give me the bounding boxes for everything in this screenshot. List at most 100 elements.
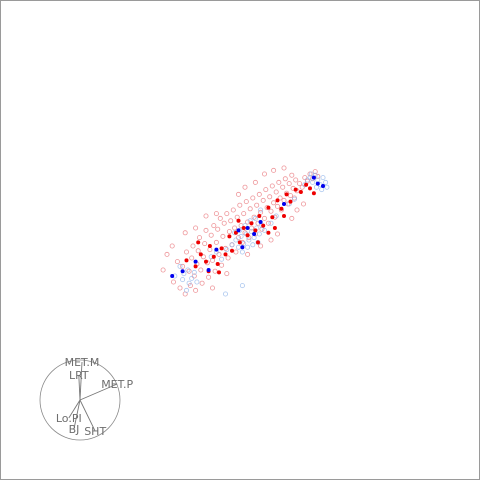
series-0-faint-point-73: [282, 198, 286, 202]
series-1-faint-point-40: [320, 188, 324, 192]
series-0-faint-point-108: [275, 232, 279, 236]
series-1-solid-point-12: [214, 248, 218, 252]
series-0-faint-point-12: [203, 242, 207, 246]
series-0-faint-point-27: [222, 221, 226, 225]
series-0-faint-point-65: [272, 201, 276, 205]
series-0-faint-point-39: [238, 203, 242, 207]
series-1-faint-point-38: [314, 185, 318, 189]
series-0-faint-point-54: [257, 192, 261, 196]
series-0-solid-point-34: [273, 226, 277, 230]
series-0-solid-point-33: [217, 270, 221, 274]
series-0-faint-point-2: [184, 250, 188, 254]
series-0-solid-point-36: [196, 240, 200, 244]
series-1-solid-point-5: [240, 245, 244, 249]
series-1-solid-point-7: [252, 232, 256, 236]
series-0-faint-point-79: [290, 173, 294, 177]
series-0-faint-point-10: [199, 268, 203, 272]
series-1-faint-point-0: [178, 264, 182, 268]
series-1-faint-point-47: [220, 257, 224, 261]
series-0-faint-point-5: [191, 244, 195, 248]
series-1-faint-point-10: [236, 245, 240, 249]
series-0-faint-point-9: [197, 236, 201, 240]
series-0-solid-point-12: [238, 240, 242, 244]
series-0-solid-point-10: [230, 249, 234, 253]
projection-axis-label-2: MET.P: [101, 378, 133, 391]
series-1-faint-point-36: [321, 176, 325, 180]
series-1-faint-point-49: [269, 221, 273, 225]
projection-axis-label-4: BJ: [69, 423, 80, 436]
series-0-faint-point-4: [190, 256, 194, 260]
series-1-solid-point-13: [259, 220, 263, 224]
series-0-faint-point-26: [221, 234, 225, 238]
series-1-faint-point-5: [195, 280, 199, 284]
series-1-faint-point-53: [240, 284, 244, 288]
series-0-solid-point-31: [266, 231, 270, 235]
series-0-faint-point-114: [262, 172, 266, 176]
series-0-faint-point-117: [269, 238, 273, 242]
series-0-solid-point-1: [194, 264, 198, 268]
series-0-faint-point-57: [261, 198, 265, 202]
series-0-faint-point-42: [242, 212, 246, 216]
series-0-faint-point-118: [295, 208, 299, 212]
series-0-faint-point-77: [287, 182, 291, 186]
series-1-faint-point-3: [190, 276, 194, 280]
series-1-solid-point-8: [312, 176, 316, 180]
series-0-faint-point-15: [207, 275, 211, 279]
series-0-solid-point-8: [224, 252, 228, 256]
series-0-faint-point-35: [233, 226, 237, 230]
series-1-solid-point-0: [170, 274, 174, 278]
series-0-solid-point-37: [237, 219, 241, 223]
series-0-solid-point-14: [246, 233, 250, 237]
series-0-faint-point-44: [244, 200, 248, 204]
series-0-faint-point-19: [212, 224, 216, 228]
series-1-solid-point-11: [282, 202, 286, 206]
series-0-faint-point-13: [204, 228, 208, 232]
series-1-solid-point-1: [181, 269, 185, 273]
series-0-solid-point-18: [261, 224, 265, 228]
series-1-faint-point-9: [234, 238, 238, 242]
series-0-faint-point-58: [262, 216, 266, 220]
series-0-faint-point-31: [227, 230, 231, 234]
series-0-faint-point-102: [214, 212, 218, 216]
series-0-solid-point-5: [212, 255, 216, 259]
series-0-faint-point-104: [253, 180, 257, 184]
series-0-faint-point-116: [210, 286, 214, 290]
series-0-solid-point-24: [289, 200, 293, 204]
series-0-faint-point-32: [229, 219, 233, 223]
series-0-faint-point-67: [274, 190, 278, 194]
series-0-faint-point-112: [243, 185, 247, 189]
series-1-faint-point-28: [240, 250, 244, 254]
series-0-solid-point-29: [312, 191, 316, 195]
series-1-solid-point-2: [194, 260, 198, 264]
series-0-solid-point-35: [282, 214, 286, 218]
series-1-faint-point-20: [262, 228, 266, 232]
series-0-solid-point-7: [220, 246, 224, 250]
series-0-faint-point-8: [196, 249, 200, 253]
series-0-faint-point-68: [275, 204, 279, 208]
series-0-faint-point-34: [231, 208, 235, 212]
series-0-faint-point-119: [161, 268, 165, 272]
series-0-solid-point-3: [204, 260, 208, 264]
series-1-solid-point-3: [207, 268, 211, 272]
series-0-solid-point-27: [304, 183, 308, 187]
series-0-faint-point-52: [255, 203, 259, 207]
series-0-faint-point-98: [170, 244, 174, 248]
series-0-faint-point-103: [236, 192, 240, 196]
series-0-faint-point-49: [251, 196, 255, 200]
series-0-faint-point-17: [209, 233, 213, 237]
series-0-solid-point-17: [257, 214, 261, 218]
series-1-faint-point-8: [230, 243, 234, 247]
series-1-solid-point-6: [246, 226, 250, 230]
series-0-faint-point-38: [236, 236, 240, 240]
series-0-faint-point-20: [213, 269, 217, 273]
series-0-faint-point-37: [235, 215, 239, 219]
series-0-faint-point-97: [200, 281, 204, 285]
projection-axis-label-0: MET.M: [65, 356, 100, 369]
series-0-faint-point-115: [282, 166, 286, 170]
series-0-faint-point-29: [225, 212, 229, 216]
series-0-solid-point-25: [294, 188, 298, 192]
series-0-faint-point-111: [225, 272, 229, 276]
series-0-faint-point-23: [217, 252, 221, 256]
